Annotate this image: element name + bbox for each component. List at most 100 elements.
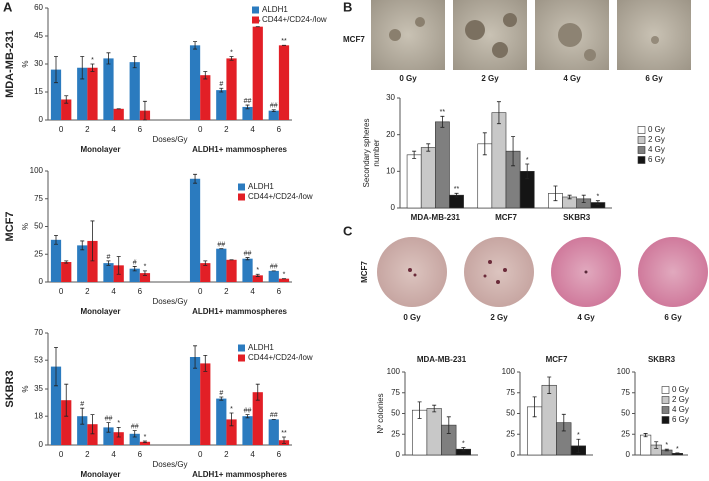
- legend-swatch: [661, 396, 670, 404]
- photo-label: 0 Gy: [399, 74, 417, 83]
- x-tick-label: 6: [138, 125, 143, 134]
- legend-swatch: [252, 16, 259, 24]
- x-tick-label: 0: [59, 125, 64, 134]
- x-tick-label: SKBR3: [563, 213, 591, 222]
- bar: [226, 419, 237, 445]
- y-axis-label: Nº colonies: [376, 393, 385, 433]
- significance-mark: *: [577, 432, 580, 439]
- y-tick-label: 30: [386, 93, 395, 102]
- error-bar: [116, 256, 121, 275]
- photo-label: 6 Gy: [664, 313, 682, 322]
- error-bar: [561, 413, 566, 432]
- y-tick-label: 75: [391, 388, 400, 397]
- error-bar: [525, 163, 530, 180]
- y-tick-label: 10: [386, 166, 395, 175]
- error-bar: [643, 433, 648, 438]
- y-tick-label: 75: [34, 194, 43, 203]
- legend-label: CD44+/CD24-/low: [248, 192, 313, 201]
- y-tick-label: 25: [391, 429, 400, 438]
- bar: [129, 268, 140, 282]
- y-tick-label: 0: [391, 203, 396, 212]
- error-bar: [132, 430, 137, 438]
- legend-swatch: [238, 193, 245, 201]
- x-tick-label: 6: [138, 287, 143, 296]
- error-bar: [90, 220, 95, 262]
- y-tick-label: 30: [34, 59, 43, 68]
- legend-label: 0 Gy: [648, 125, 665, 134]
- bar: [216, 90, 227, 120]
- y-tick-label: 50: [34, 222, 43, 231]
- significance-mark: #: [219, 81, 223, 88]
- bar: [200, 363, 211, 445]
- y-tick-label: 75: [621, 388, 630, 397]
- error-bar: [142, 270, 147, 276]
- x-tick-label: 2: [85, 125, 90, 134]
- photo-label: 0 Gy: [403, 313, 421, 322]
- legend-label: 4 Gy: [648, 145, 665, 154]
- bar: [189, 45, 201, 121]
- legend-swatch: [661, 386, 670, 394]
- y-tick-label: 50: [506, 409, 515, 418]
- error-bar: [54, 347, 59, 387]
- bar: [50, 69, 62, 120]
- error-bar: [106, 422, 111, 433]
- x-tick-label: 0: [59, 287, 64, 296]
- group-label: Monolayer: [80, 145, 120, 154]
- bar: [252, 26, 263, 121]
- significance-mark: *: [526, 157, 529, 164]
- error-bar: [132, 266, 137, 272]
- error-bar: [116, 427, 121, 438]
- y-tick-label: 50: [621, 409, 630, 418]
- bar: [200, 263, 211, 282]
- x-tick-label: 2: [224, 450, 229, 459]
- error-bar: [193, 173, 198, 184]
- bar: [216, 248, 227, 282]
- bar: [103, 263, 114, 282]
- bar: [268, 110, 279, 120]
- significance-mark: *: [117, 420, 120, 427]
- bar: [242, 258, 253, 282]
- error-bar: [245, 257, 250, 261]
- significance-mark: ##: [270, 103, 278, 110]
- error-bar: [106, 260, 111, 266]
- photo-label: 6 Gy: [645, 74, 663, 83]
- photo-label: 4 Gy: [577, 313, 595, 322]
- significance-mark: ##: [244, 250, 252, 257]
- error-bar: [142, 440, 147, 443]
- y-tick-label: 25: [621, 429, 630, 438]
- legend-swatch: [637, 126, 646, 134]
- legend-swatch: [637, 156, 646, 164]
- panel-label: A: [3, 0, 13, 14]
- bar: [87, 67, 98, 120]
- bar: [426, 408, 442, 456]
- bar: [242, 106, 253, 120]
- chart-title: SKBR3: [4, 370, 16, 407]
- error-bar: [64, 260, 69, 264]
- significance-mark: ##: [270, 412, 278, 419]
- bar: [77, 245, 88, 282]
- legend-swatch: [238, 183, 245, 191]
- legend-label: ALDH1: [248, 343, 274, 352]
- chart-title: SKBR3: [648, 355, 676, 364]
- error-bar: [64, 95, 69, 104]
- error-bar: [255, 273, 260, 277]
- y-tick-label: 20: [386, 130, 395, 139]
- bar: [61, 262, 72, 282]
- error-bar: [595, 200, 600, 205]
- bar: [50, 239, 62, 282]
- bar: [278, 278, 290, 282]
- significance-mark: *: [256, 267, 259, 274]
- photo-label: 2 Gy: [490, 313, 508, 322]
- x-tick-label: 4: [250, 125, 255, 134]
- legend-swatch: [637, 146, 646, 154]
- bar: [226, 58, 237, 120]
- y-tick-label: 0: [626, 450, 631, 459]
- significance-mark: *: [283, 272, 286, 279]
- significance-mark: ##: [244, 407, 252, 414]
- y-tick-label: 45: [34, 31, 43, 40]
- error-bar: [142, 100, 147, 121]
- bar: [406, 154, 422, 209]
- panel-label: C: [343, 223, 353, 238]
- photo-label: 4 Gy: [563, 74, 581, 83]
